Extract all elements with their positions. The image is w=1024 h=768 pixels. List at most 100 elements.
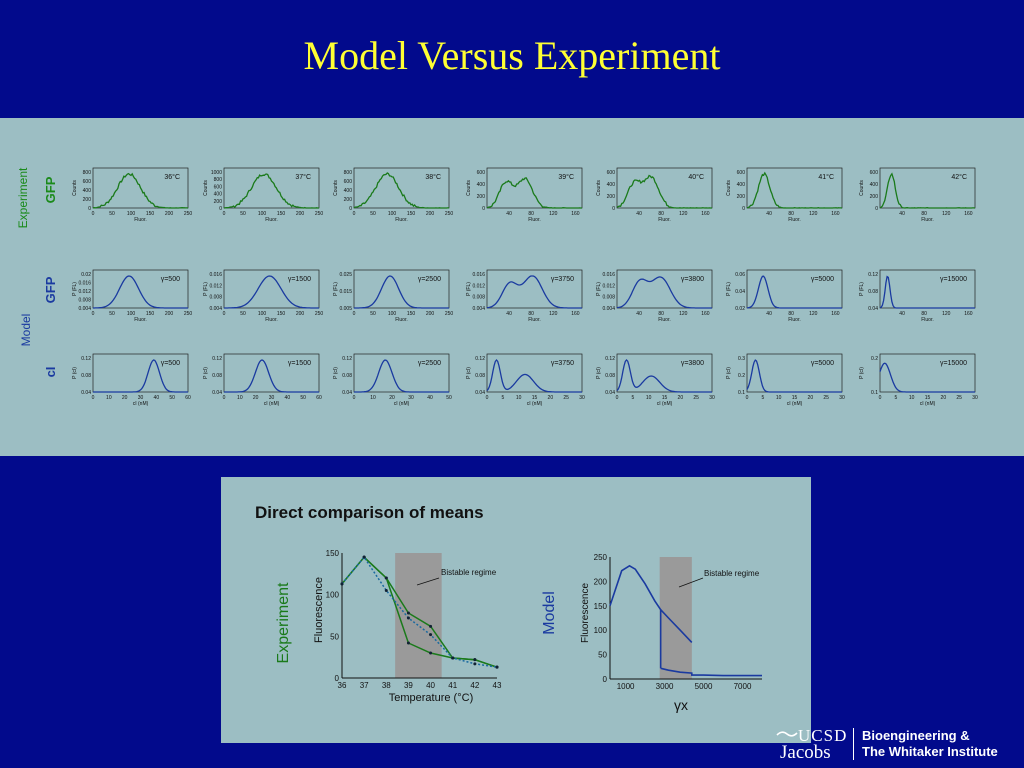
plot-x-tick: 160 (831, 211, 840, 217)
plot-x-tick: 160 (701, 211, 710, 217)
plot-y-tick: 0.08 (868, 289, 878, 295)
plot-x-tick: 5 (894, 395, 897, 401)
plot-x-tick: 200 (426, 211, 435, 217)
distribution-grid: Experiment GFP Model GFP cI 36°C Counts 80… (16, 167, 978, 407)
data-point (406, 641, 410, 645)
data-point (384, 576, 388, 580)
ucsd-wave-icon (776, 731, 798, 737)
plot-y-tick: 1000 (211, 170, 222, 176)
experiment-chart-label: Experiment (275, 582, 292, 663)
ci-model-distribution-plot: γ=3750 P (cI)0.12 0.08 0.040 5 10 15 20 25 30 cI (… (466, 353, 585, 407)
data-point (429, 624, 433, 628)
plot-y-tick: 0.08 (605, 373, 615, 379)
plot-x-tick: 0 (879, 395, 882, 401)
plot-frame (486, 269, 583, 309)
plot-x-tick: 80 (921, 211, 927, 217)
plot-y-tick: 0.04 (475, 390, 485, 396)
plot-x-tick: 100 (258, 311, 267, 317)
plot-y-tick: 400 (344, 188, 353, 194)
experiment-histogram-plot: 36°C Counts 800 600 400 200 00 50 100 150 200 250 Fl… (72, 167, 193, 223)
plot-y-tick: 0.2 (738, 373, 745, 379)
plot-x-tick: 40 (636, 211, 642, 217)
bistable-region (659, 557, 692, 679)
data-point (429, 651, 433, 655)
plot-x-tick: 40 (766, 311, 772, 317)
series-line (341, 555, 498, 668)
gfp-model-distribution-plot: γ=5000 P (FL)0.06 0.04 0.02 40 80 120 160 Fluor. (726, 269, 843, 323)
plot-label: 41°C (818, 173, 834, 181)
plot-x-tick: 0 (223, 211, 226, 217)
plot-x-tick: 50 (370, 311, 376, 317)
plot-x-tick: 0 (486, 395, 489, 401)
plot-x-tick: 50 (240, 211, 246, 217)
plot-x-tick: 150 (407, 311, 416, 317)
plot-label: γ=5000 (811, 360, 834, 367)
plot-y-label: P (cI) (726, 367, 732, 379)
plot-x-tick: 30 (972, 395, 978, 401)
plot-x-label: cI (nM) (264, 401, 280, 407)
plot-x-label: Fluor. (395, 217, 408, 223)
plot-y-tick: 0.004 (472, 306, 485, 312)
series-line (609, 564, 693, 643)
plot-label: γ=15000 (940, 276, 967, 283)
plot-y-tick: 0.02 (735, 306, 745, 312)
plot-y-tick: 0.08 (212, 373, 222, 379)
x-tick-label: 40 (426, 681, 435, 690)
plot-label: γ=3750 (551, 360, 574, 367)
distribution-curve (746, 359, 842, 393)
plot-y-tick: 0 (219, 206, 222, 212)
plot-x-tick: 15 (792, 395, 798, 401)
plot-label: γ=500 (161, 276, 180, 283)
plot-y-tick: 0.02 (81, 272, 91, 278)
distribution-curve (93, 359, 188, 393)
plot-y-tick: 0.1 (738, 390, 745, 396)
plot-x-tick: 80 (788, 311, 794, 317)
plot-x-tick: 40 (154, 395, 160, 401)
experiment-histogram-plot: 39°C Counts 600 400 200 0 40 80 120 160 Fluor. (466, 167, 583, 223)
plot-label: γ=3800 (681, 276, 704, 283)
plot-x-tick: 10 (237, 395, 243, 401)
plot-x-tick: 30 (269, 395, 275, 401)
plot-x-tick: 150 (277, 211, 286, 217)
x-tick-label: 38 (382, 681, 391, 690)
plot-x-label: Fluor. (134, 317, 147, 323)
y-tick-label: 50 (330, 632, 339, 641)
plot-x-tick: 250 (184, 211, 193, 217)
plot-x-tick: 20 (253, 395, 259, 401)
plot-x-tick: 20 (808, 395, 814, 401)
plot-label: γ=500 (161, 360, 180, 367)
exp-bistable-label: Bistable regime (441, 568, 497, 577)
plot-x-tick: 150 (277, 311, 286, 317)
plot-y-tick: 0.08 (81, 373, 91, 379)
plot-y-label: P (cI) (596, 367, 602, 379)
gfp-model-distribution-plot: γ=15000 P (FL)0.12 0.08 0.04 40 80 120 160 Fluor… (859, 269, 976, 323)
bistable-arrow (416, 577, 440, 586)
slide-title: Model Versus Experiment (303, 33, 721, 78)
y-tick-label: 150 (594, 602, 608, 611)
plot-x-tick: 20 (389, 395, 395, 401)
plot-x-tick: 40 (899, 211, 905, 217)
plot-x-tick: 200 (426, 311, 435, 317)
distribution-curve (486, 177, 582, 209)
plot-y-tick: 200 (214, 199, 223, 205)
comparison-heading: Direct comparison of means (255, 503, 484, 522)
plot-x-tick: 25 (563, 395, 569, 401)
plot-x-tick: 120 (549, 311, 558, 317)
plot-x-label: Fluor. (395, 317, 408, 323)
plot-x-tick: 60 (316, 395, 322, 401)
plot-label: γ=5000 (811, 276, 834, 283)
plot-y-tick: 200 (344, 197, 353, 203)
model-row-label: Model (19, 314, 33, 347)
plot-x-label: Fluor. (658, 217, 671, 223)
plot-y-tick: 200 (83, 197, 92, 203)
exp-y-axis-label: Fluorescence (313, 577, 325, 643)
plot-y-tick: 200 (607, 194, 616, 200)
data-point (429, 633, 433, 637)
plot-x-tick: 10 (106, 395, 112, 401)
plot-label: γ=2500 (418, 360, 441, 367)
y-tick-label: 100 (326, 591, 340, 600)
